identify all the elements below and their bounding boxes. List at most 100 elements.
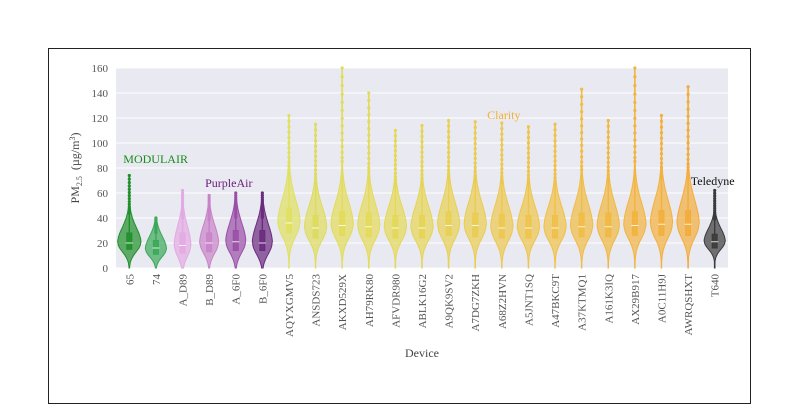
outlier-point — [500, 162, 504, 166]
violin-box — [339, 211, 346, 236]
violin-box — [312, 215, 319, 239]
outlier-point — [367, 151, 371, 155]
outlier-point — [473, 120, 477, 124]
outlier-point — [367, 98, 371, 103]
outlier-point — [713, 204, 717, 208]
x-tick-label: A0C11H9J — [656, 273, 668, 323]
outlier-point — [127, 187, 131, 191]
y-tick-label: 60 — [97, 188, 109, 200]
outlier-point — [447, 164, 451, 168]
violin-A_D89 — [173, 188, 192, 269]
x-tick-label: A47BKC9T — [550, 274, 562, 328]
outlier-point — [686, 157, 690, 162]
outlier-point — [606, 146, 610, 150]
y-tick-label: 120 — [92, 113, 109, 125]
outlier-point — [287, 130, 291, 134]
outlier-point — [553, 168, 557, 172]
outlier-point — [447, 175, 451, 180]
outlier-point — [287, 119, 291, 123]
outlier-point — [686, 128, 690, 132]
outlier-point — [340, 159, 344, 164]
x-tick-label: A161K3IQ — [603, 274, 615, 324]
outlier-point — [234, 195, 238, 200]
outlier-point — [313, 128, 318, 132]
outlier-point — [500, 178, 504, 182]
outlier-point — [473, 152, 477, 156]
outlier-point — [367, 106, 371, 110]
outlier-point — [526, 141, 531, 145]
outlier-point — [659, 119, 664, 123]
outlier-point — [686, 152, 690, 156]
outlier-point — [473, 161, 477, 165]
outlier-point — [287, 164, 291, 168]
outlier-point — [260, 191, 264, 195]
outlier-point — [553, 144, 557, 148]
outlier-point — [260, 193, 264, 197]
violin-box — [525, 215, 532, 239]
violin-A7DG7ZKH — [463, 120, 487, 269]
violin-A0C11H9J — [649, 113, 674, 269]
outlier-point — [447, 172, 451, 176]
outlier-point — [127, 184, 131, 188]
x-tick-label: ABLK16G2 — [417, 274, 429, 328]
x-tick-label: AKXD529X — [337, 274, 349, 330]
outlier-point — [313, 172, 318, 176]
violin-65 — [117, 173, 142, 269]
x-tick-label: A37KTMQ1 — [577, 274, 589, 331]
group-label-purpleair: PurpleAir — [205, 176, 252, 190]
outlier-point — [526, 182, 531, 187]
outlier-point — [580, 102, 584, 107]
outlier-point — [526, 130, 531, 134]
violin-A5JNT1SQ — [516, 125, 541, 269]
outlier-point — [500, 174, 504, 179]
outlier-point — [367, 169, 371, 173]
outlier-point — [447, 160, 451, 164]
outlier-point — [287, 174, 291, 178]
outlier-point — [580, 117, 584, 121]
outlier-point — [447, 135, 451, 139]
outlier-point — [420, 155, 424, 159]
outlier-point — [606, 173, 610, 177]
violin-box — [658, 210, 665, 236]
outlier-point — [473, 142, 477, 146]
outlier-point — [340, 84, 344, 88]
outlier-point — [420, 164, 424, 168]
outlier-point — [526, 125, 531, 129]
outlier-point — [659, 173, 664, 177]
outlier-point — [500, 180, 504, 184]
outlier-point — [127, 207, 131, 211]
outlier-point — [420, 180, 424, 184]
outlier-point — [633, 131, 637, 135]
outlier-point — [633, 92, 637, 96]
x-tick-label: B_6F0 — [257, 274, 269, 304]
outlier-point — [553, 181, 557, 186]
outlier-point — [686, 162, 690, 166]
outlier-point — [447, 145, 451, 150]
outlier-point — [500, 143, 504, 147]
outlier-point — [606, 124, 610, 128]
outlier-point — [659, 141, 664, 146]
outlier-point — [287, 155, 291, 160]
outlier-point — [713, 208, 717, 212]
outlier-point — [606, 156, 610, 160]
outlier-point — [127, 173, 131, 178]
outlier-point — [633, 108, 637, 113]
violin-AX29B917 — [623, 66, 647, 269]
x-tick-label: A_D89 — [178, 274, 190, 307]
outlier-point — [260, 198, 264, 202]
outlier-point — [127, 190, 131, 195]
violin-AWRQSHXT — [676, 85, 700, 269]
violin-A47BKC9T — [543, 122, 567, 269]
violin-box — [498, 213, 505, 239]
outlier-point — [580, 124, 584, 128]
outlier-point — [393, 139, 397, 143]
outlier-point — [659, 113, 664, 118]
violin-box — [285, 207, 292, 234]
outlier-point — [367, 91, 371, 95]
outlier-point — [447, 140, 451, 144]
outlier-point — [420, 129, 424, 133]
outlier-point — [526, 165, 531, 169]
group-label-clarity: Clarity — [487, 108, 520, 122]
outlier-point — [313, 139, 318, 143]
outlier-point — [553, 176, 557, 180]
